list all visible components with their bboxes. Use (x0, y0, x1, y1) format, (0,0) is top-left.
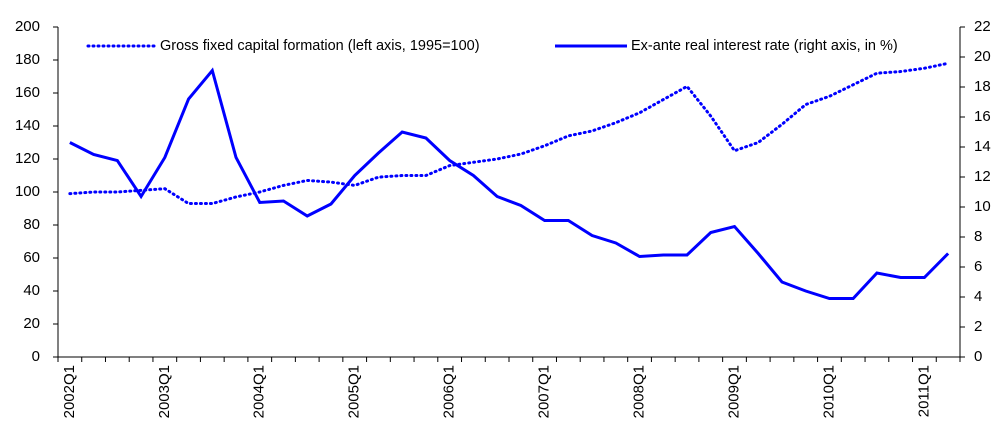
x-tick-label: 2007Q1 (536, 365, 553, 418)
legend-label: Ex-ante real interest rate (right axis, … (631, 38, 898, 54)
legend-label: Gross fixed capital formation (left axis… (160, 38, 480, 54)
y-tick-label: 40 (23, 282, 40, 299)
x-tick-label: 2003Q1 (156, 365, 173, 418)
x-tick-label: 2009Q1 (725, 365, 742, 418)
y2-tick-label: 12 (974, 168, 991, 185)
series-line (68, 61, 950, 206)
y-tick-label: 140 (15, 117, 40, 134)
y2-tick-label: 22 (974, 18, 991, 35)
x-tick-label: 2010Q1 (820, 365, 837, 418)
y-tick-label: 100 (15, 183, 40, 200)
y2-tick-label: 18 (974, 78, 991, 95)
y2-tick-label: 6 (974, 258, 982, 275)
y2-tick-label: 16 (974, 108, 991, 125)
y-tick-label: 120 (15, 150, 40, 167)
y2-tick-label: 2 (974, 318, 982, 335)
y2-tick-label: 0 (974, 348, 982, 365)
y-tick-label: 160 (15, 84, 40, 101)
x-tick-label: 2002Q1 (61, 365, 78, 418)
x-tick-label: 2004Q1 (251, 365, 268, 418)
y-tick-label: 200 (15, 18, 40, 35)
y-tick-label: 0 (32, 348, 40, 365)
y-tick-label: 180 (15, 51, 40, 68)
x-tick-label: 2008Q1 (631, 365, 648, 418)
y2-tick-label: 8 (974, 228, 982, 245)
x-tick-label: 2006Q1 (441, 365, 458, 418)
series-line (69, 67, 950, 300)
y-tick-label: 20 (23, 315, 40, 332)
y2-tick-label: 4 (974, 288, 982, 305)
y2-tick-label: 14 (974, 138, 991, 155)
y2-tick-label: 10 (974, 198, 991, 215)
x-tick-label: 2005Q1 (346, 365, 363, 418)
y-tick-label: 60 (23, 249, 40, 266)
y-tick-label: 80 (23, 216, 40, 233)
x-tick-label: 2011Q1 (915, 365, 932, 417)
y2-tick-label: 20 (974, 48, 991, 65)
